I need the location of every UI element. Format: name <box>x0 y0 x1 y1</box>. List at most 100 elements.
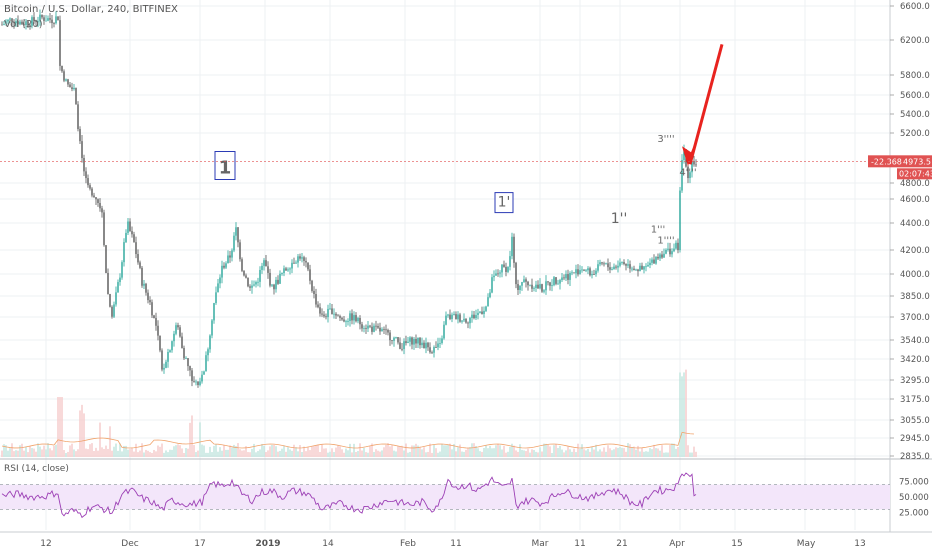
candle-body <box>49 18 51 20</box>
last-price-label: 4973.5 <box>903 157 931 166</box>
volume-bar <box>95 447 97 457</box>
candle-body <box>549 282 551 286</box>
candle-body <box>659 254 661 259</box>
candle-body <box>289 268 291 270</box>
candle-body <box>483 310 485 314</box>
candle-body <box>383 329 385 330</box>
volume-bar <box>405 443 407 457</box>
volume-bar <box>331 448 333 457</box>
rsi-pane: 75.000 50.000 25.000 <box>0 472 929 519</box>
candle-body <box>597 264 599 271</box>
candle-body <box>511 236 513 257</box>
volume-bar <box>583 449 585 457</box>
volume-bar <box>59 397 61 457</box>
volume-bar <box>329 451 331 457</box>
candle-body <box>45 20 47 22</box>
volume-bar <box>509 446 511 457</box>
candle-body <box>161 350 163 370</box>
price-tick-label: 4800.0 <box>900 179 930 189</box>
candle-body <box>627 264 629 266</box>
volume-bar <box>135 443 137 457</box>
candle-body <box>467 322 469 324</box>
volume-bar <box>15 450 17 457</box>
price-axis[interactable]: 6600.0 6200.0 5800.0 5600.0 5400.0 5200.0 4800… <box>890 2 930 462</box>
candle-body <box>119 277 121 283</box>
rsi-label[interactable]: RSI (14, close) <box>4 464 69 474</box>
candle-body <box>579 270 581 275</box>
volume-bar <box>427 451 429 457</box>
volume-bar <box>489 445 491 457</box>
candle-body <box>587 268 589 271</box>
candle-body <box>75 87 77 105</box>
candle-body <box>369 325 371 327</box>
volume-bar <box>51 450 53 457</box>
volume-bar <box>201 444 203 457</box>
volume-bar <box>361 450 363 457</box>
candle-body <box>539 284 541 289</box>
volume-bar <box>651 449 653 457</box>
candle-body <box>29 25 31 27</box>
volume-bar <box>379 451 381 457</box>
volume-bar <box>13 451 15 457</box>
volume-bar <box>125 445 127 457</box>
candle-body <box>113 304 115 317</box>
volume-bar <box>219 447 221 457</box>
volume-bar <box>25 446 27 457</box>
volume-label[interactable]: Vol (20) <box>4 19 43 30</box>
candle-body <box>419 337 421 346</box>
volume-bar <box>181 448 183 457</box>
candle-body <box>421 342 423 346</box>
candle-body <box>211 320 213 336</box>
volume-bar <box>193 445 195 457</box>
price-tick-label: 4200.0 <box>900 246 930 256</box>
volume-bar <box>581 444 583 457</box>
volume-bar <box>161 443 163 457</box>
volume-bar <box>493 448 495 457</box>
volume-bar <box>445 445 447 457</box>
candle-body <box>183 347 185 359</box>
candle-body <box>639 265 641 272</box>
volume-bar <box>411 445 413 457</box>
volume-bar <box>213 445 215 457</box>
volume-bar <box>503 445 505 457</box>
time-axis[interactable]: 12 Dec 17 2019 14 Feb 11 Mar 11 21 Apr 15 May 13 <box>40 539 865 549</box>
candle-body <box>455 314 457 320</box>
volume-bar <box>347 450 349 457</box>
volume-bar <box>375 449 377 457</box>
candle-body <box>655 256 657 264</box>
volume-bar <box>491 448 493 457</box>
candle-body <box>631 268 633 270</box>
volume-bar <box>235 446 237 457</box>
wave-label: 1'' <box>611 211 628 227</box>
volume-bar <box>505 452 507 457</box>
candle-body <box>569 273 571 280</box>
candle-body <box>625 264 627 266</box>
candle-body <box>497 273 499 275</box>
volume-bar <box>455 451 457 457</box>
candle-body <box>611 269 613 270</box>
volume-bar <box>131 447 133 457</box>
candle-body <box>13 21 15 24</box>
volume-bar <box>617 447 619 457</box>
volume-bar <box>677 446 679 457</box>
candle-body <box>31 17 33 26</box>
symbol-title[interactable]: Bitcoin / U.S. Dollar, 240, BITFINEX <box>4 4 178 15</box>
candle-body <box>537 284 539 289</box>
candle-body <box>663 253 665 258</box>
volume-bar <box>171 449 173 457</box>
candle-body <box>233 235 235 251</box>
volume-bar <box>5 445 7 457</box>
candle-body <box>555 277 557 284</box>
candle-body <box>689 172 691 179</box>
candle-body <box>347 321 349 322</box>
candle-body <box>163 367 165 370</box>
candle-body <box>141 267 143 286</box>
candle-body <box>185 358 187 359</box>
time-tick-label: Dec <box>121 539 138 549</box>
candle-body <box>201 374 203 382</box>
candle-body <box>71 87 73 90</box>
volume-bar <box>627 443 629 457</box>
candle-body <box>519 285 521 290</box>
